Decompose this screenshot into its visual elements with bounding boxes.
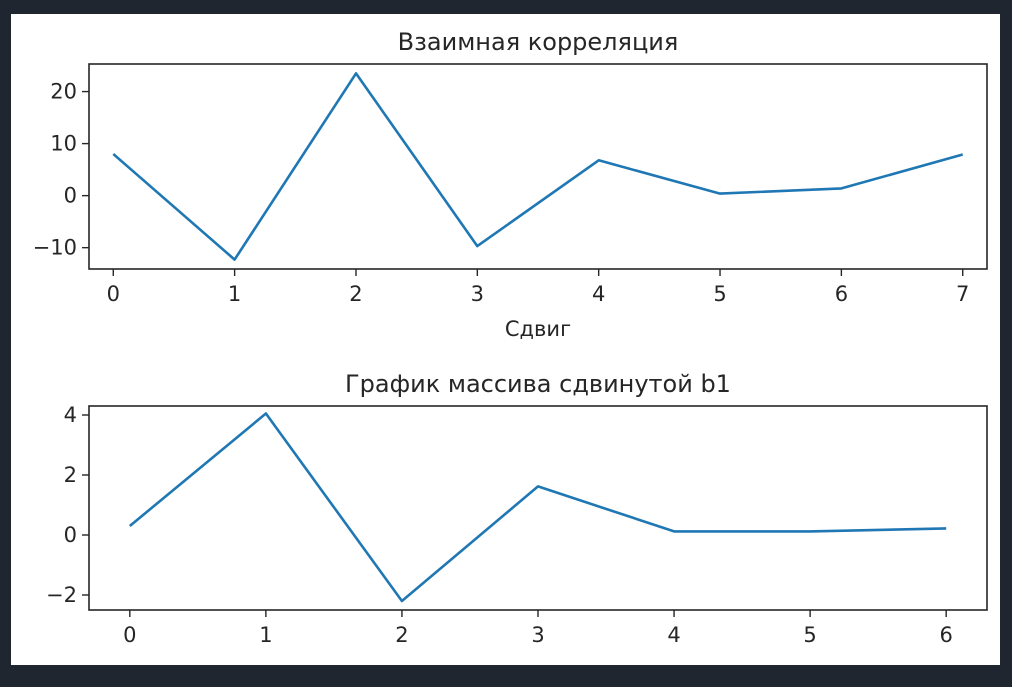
y-tick-label: −2 <box>46 583 77 607</box>
y-tick-label: 4 <box>64 403 77 427</box>
y-tick-label: 2 <box>64 463 77 487</box>
plot-frame <box>88 405 988 611</box>
chart-title: График массива сдвинутой b1 <box>345 370 731 398</box>
x-tick-label: 3 <box>471 282 484 306</box>
figure: Взаимная корреляция Сдвиг 0 1 2 3 4 5 6 7 −10 0 10… <box>11 14 1000 665</box>
x-tick-label: 4 <box>592 282 605 306</box>
x-tick-label: 2 <box>395 623 408 647</box>
x-tick-label: 5 <box>803 623 816 647</box>
x-tick-label: 1 <box>259 623 272 647</box>
x-tick-label: 1 <box>228 282 241 306</box>
x-axis-label: Сдвиг <box>505 317 571 341</box>
chart-title: Взаимная корреляция <box>398 28 679 56</box>
x-tick-label: 4 <box>667 623 680 647</box>
charts-canvas: Взаимная корреляция Сдвиг 0 1 2 3 4 5 6 7−10010… <box>33 28 988 647</box>
series-line <box>112 72 964 261</box>
y-tick-label: 0 <box>64 523 77 547</box>
x-tick-label: 6 <box>835 282 848 306</box>
x-tick-label: 0 <box>107 282 120 306</box>
x-tick-label: 7 <box>956 282 969 306</box>
y-tick-label: 0 <box>64 184 77 208</box>
x-tick-label: 6 <box>939 623 952 647</box>
x-tick-label: 5 <box>713 282 726 306</box>
chart-shifted-array: График массива сдвинутой b1 0 1 2 3 4 5 6 −2 0 2 4 <box>46 370 988 647</box>
y-tick-label: 20 <box>50 80 77 104</box>
y-tick-label: 10 <box>50 132 77 156</box>
y-tick-label: −10 <box>33 236 77 260</box>
series-line <box>128 412 947 603</box>
x-tick-label: 0 <box>123 623 136 647</box>
x-tick-label: 3 <box>531 623 544 647</box>
plot-frame <box>88 63 988 270</box>
x-tick-label: 2 <box>349 282 362 306</box>
chart-cross-correlation: Взаимная корреляция Сдвиг 0 1 2 3 4 5 6 7 −10 0 10… <box>33 28 988 341</box>
